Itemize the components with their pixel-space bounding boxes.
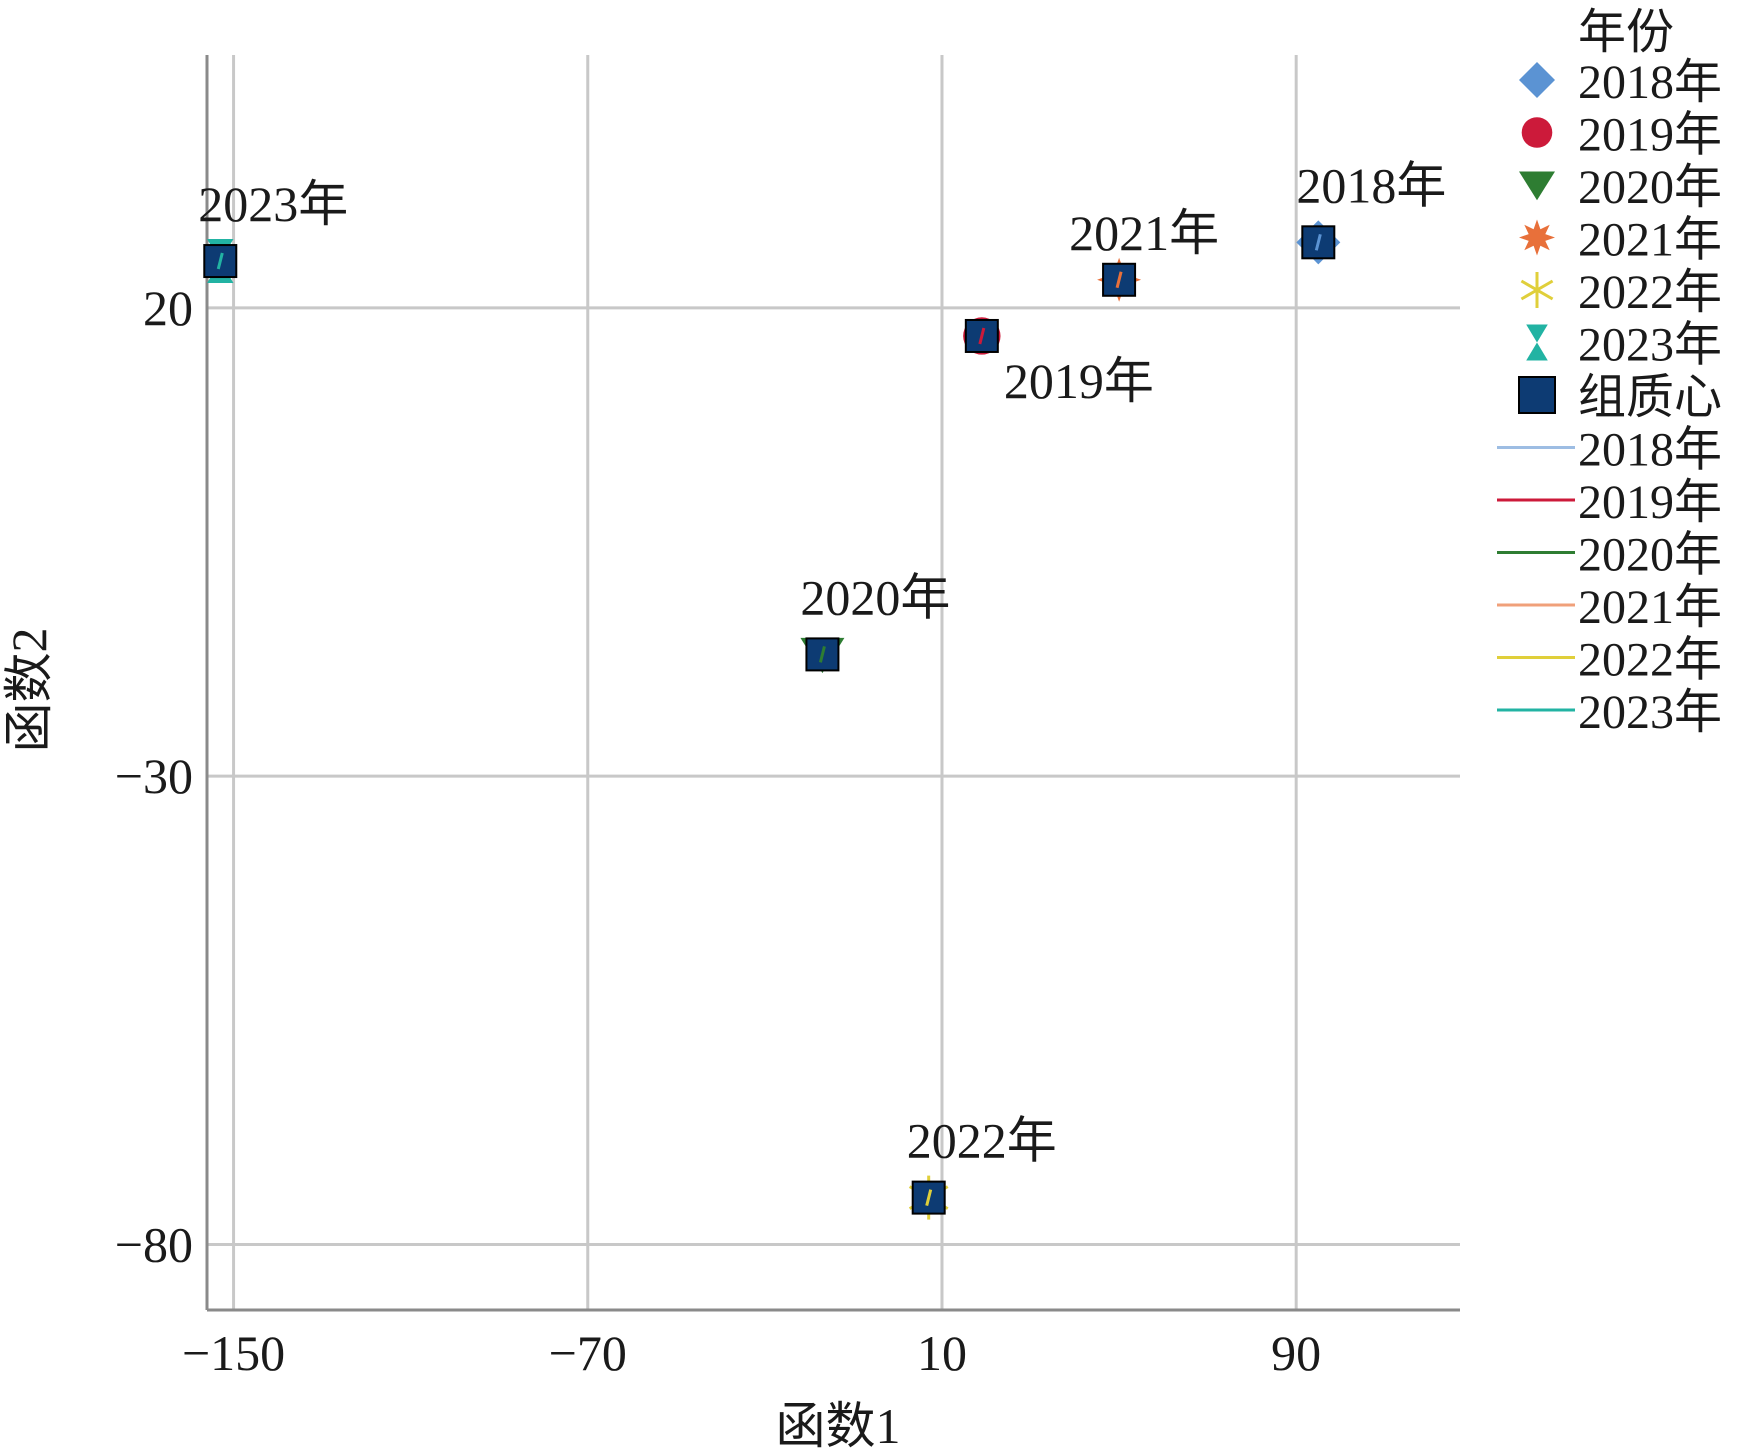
group-tick-mark	[1115, 271, 1123, 289]
legend-line-item: 2022年	[1497, 634, 1722, 687]
point-group: 2022年	[907, 1113, 1057, 1220]
legend-label: 2019年	[1578, 109, 1722, 162]
legend-swatch	[1521, 117, 1553, 148]
y-tick-labels: 20 −30 −80	[115, 280, 193, 1273]
legend-label: 2018年	[1578, 56, 1722, 109]
legend-item: 2023年	[1526, 319, 1722, 372]
group-tick-mark	[216, 252, 224, 270]
data-points: 2018年 2019年 2020年 2021年 2022年 2023年	[198, 157, 1446, 1220]
x-tick-label: 90	[1271, 1325, 1321, 1381]
x-axis-label: 函数1	[776, 1398, 901, 1453]
legend-label: 2021年	[1578, 581, 1722, 634]
y-axis-label: 函数2	[1, 628, 57, 753]
centroid-marker	[1102, 262, 1137, 297]
legend-item: 2020年	[1519, 161, 1722, 214]
x-tick-labels: −150 −70 10 90	[182, 1325, 1321, 1381]
legend-label: 2023年	[1578, 319, 1722, 372]
legend-label: 2023年	[1578, 686, 1722, 739]
y-tick-label: 20	[143, 280, 193, 336]
legend-label: 2022年	[1578, 634, 1722, 687]
grid-lines	[207, 55, 1460, 1310]
legend-line-item: 2019年	[1497, 476, 1722, 529]
legend-line-item: 2018年	[1497, 424, 1722, 477]
point-group: 2018年	[1296, 157, 1446, 265]
x-tick-label: 10	[917, 1325, 967, 1381]
legend-line-item: 2020年	[1497, 529, 1722, 582]
group-tick-mark	[1314, 233, 1322, 251]
legend-title: 年份	[1578, 6, 1674, 59]
legend-swatch	[1520, 272, 1554, 308]
point-label: 2021年	[1069, 205, 1219, 261]
x-tick-label: −150	[182, 1325, 285, 1381]
point-group: 2019年	[963, 317, 1154, 409]
legend: 年份 2018年2019年2020年2021年2022年2023年组质心2018…	[1497, 6, 1722, 739]
legend-label: 组质心	[1578, 371, 1722, 424]
point-label: 2018年	[1296, 157, 1446, 213]
x-tick-label: −70	[549, 1325, 627, 1381]
y-tick-label: −30	[115, 748, 193, 804]
legend-label: 2018年	[1578, 424, 1722, 477]
point-label: 2022年	[907, 1113, 1057, 1169]
legend-swatch	[1519, 219, 1555, 256]
axes	[205, 55, 1460, 1312]
asterisk-stroke	[1520, 279, 1554, 301]
point-label: 2020年	[800, 569, 950, 625]
legend-swatch	[1519, 62, 1555, 98]
legend-item: 2021年	[1519, 214, 1722, 267]
legend-item: 组质心	[1518, 371, 1722, 424]
centroid-marker	[964, 318, 999, 353]
y-tick-label: −80	[115, 1216, 193, 1272]
legend-swatch	[1518, 376, 1556, 414]
legend-label: 2022年	[1578, 266, 1722, 319]
group-tick-mark	[818, 646, 826, 663]
legend-item: 2022年	[1520, 266, 1722, 319]
legend-label: 2020年	[1578, 161, 1722, 214]
legend-item: 2019年	[1521, 109, 1722, 162]
point-group: 2020年	[800, 569, 950, 674]
legend-swatch	[1526, 324, 1548, 361]
point-label: 2023年	[198, 176, 348, 232]
legend-label: 2020年	[1578, 529, 1722, 582]
legend-line-item: 2021年	[1497, 581, 1722, 634]
point-group: 2023年	[198, 176, 348, 284]
group-tick-mark	[925, 1189, 933, 1206]
point-group: 2021年	[1069, 205, 1219, 302]
point-label: 2019年	[1004, 353, 1154, 409]
group-tick-mark	[978, 327, 986, 345]
legend-line-item: 2023年	[1497, 686, 1722, 739]
legend-label: 2019年	[1578, 476, 1722, 529]
legend-swatch	[1519, 171, 1555, 201]
legend-label: 2021年	[1578, 214, 1722, 267]
legend-item: 2018年	[1519, 56, 1722, 109]
